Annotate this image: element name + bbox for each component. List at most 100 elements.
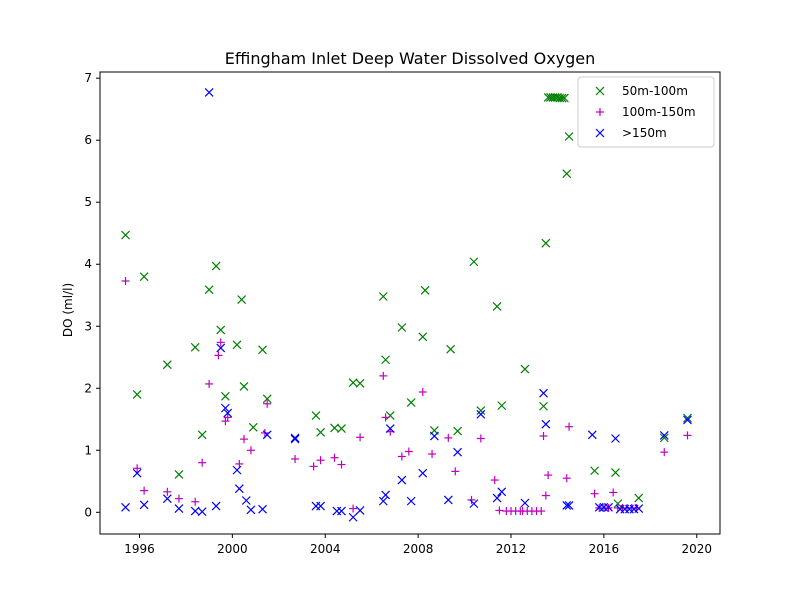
data-point [241, 496, 251, 505]
data-point [330, 423, 339, 433]
data-point [562, 169, 572, 179]
data-point [497, 487, 507, 497]
data-point [174, 494, 183, 503]
data-point [418, 332, 428, 342]
data-point [349, 504, 358, 513]
data-point [378, 292, 388, 301]
data-point [205, 379, 214, 388]
series-2 [121, 88, 692, 522]
data-point [191, 497, 200, 506]
data-point [214, 351, 223, 360]
data-point [234, 484, 244, 494]
data-point [428, 450, 437, 459]
data-point [132, 468, 142, 478]
y-axis-label: DO (ml/l) [61, 283, 75, 337]
y-tick-label: 7 [84, 71, 92, 85]
data-point [469, 499, 479, 509]
y-tick-label: 4 [84, 257, 92, 271]
data-point [443, 495, 453, 505]
data-point [190, 506, 200, 516]
data-point [246, 446, 255, 455]
data-point [337, 460, 346, 469]
data-point [634, 504, 644, 513]
data-point [237, 295, 247, 305]
x-tick-label: 2020 [682, 542, 713, 556]
data-point [420, 285, 430, 295]
x-axis: 1996 2000 2004 2008 2012 2016 2020 [124, 534, 712, 556]
x-tick-label: 2000 [217, 542, 248, 556]
data-point [683, 413, 692, 423]
data-point [539, 401, 548, 411]
data-point [239, 435, 248, 444]
data-point [429, 431, 439, 441]
data-point [223, 408, 233, 418]
y-tick-label: 0 [84, 505, 92, 519]
data-point [476, 409, 486, 419]
data-point [309, 462, 318, 471]
legend-entry: >150m [595, 126, 667, 140]
data-point [469, 257, 479, 267]
legend-entry: 50m-100m [595, 84, 688, 98]
data-point [587, 430, 597, 440]
x-tick-label: 2008 [403, 542, 434, 556]
legend-entry: 100m-150m [596, 105, 696, 119]
series-1 [121, 276, 692, 516]
data-point [520, 498, 530, 508]
data-point [162, 360, 172, 370]
data-point [541, 419, 551, 429]
legend: 50m-100m 100m-150m >150m [577, 76, 715, 148]
data-point [311, 501, 321, 511]
data-point [659, 430, 669, 440]
data-point [262, 430, 272, 440]
data-point [397, 323, 407, 332]
data-point [520, 364, 530, 374]
data-point [290, 433, 300, 443]
data-point [246, 505, 256, 515]
legend-marker [595, 128, 605, 138]
x-tick-label: 2004 [310, 542, 341, 556]
data-point [311, 411, 321, 420]
data-point [198, 458, 207, 467]
data-point [381, 355, 391, 365]
data-point [404, 447, 413, 456]
data-point [559, 93, 569, 103]
data-point [316, 456, 325, 465]
data-point [397, 475, 407, 485]
data-point [683, 415, 692, 425]
data-point [291, 454, 300, 463]
data-point [348, 512, 358, 522]
data-point [133, 464, 142, 473]
y-axis: 0 1 2 3 4 5 6 7 [84, 71, 100, 519]
data-point [163, 487, 172, 496]
data-point [139, 272, 149, 282]
data-point [537, 507, 546, 516]
data-point [385, 411, 395, 420]
data-point [381, 413, 390, 422]
data-point [541, 238, 551, 248]
data-point [611, 434, 620, 443]
data-point [495, 506, 504, 515]
data-point [162, 494, 172, 504]
data-point [660, 448, 669, 457]
data-point [406, 398, 416, 407]
data-point [378, 496, 388, 506]
data-point [348, 378, 358, 388]
data-point [476, 406, 486, 416]
y-tick-label: 3 [84, 319, 92, 333]
data-point [330, 453, 339, 462]
data-point [316, 427, 326, 437]
data-point [355, 506, 365, 515]
chart-title: Effingham Inlet Deep Water Dissolved Oxy… [225, 49, 596, 68]
data-point [232, 340, 242, 350]
data-point [492, 301, 502, 311]
data-point [497, 401, 507, 411]
data-point [223, 413, 232, 422]
data-point [544, 471, 553, 480]
data-point [476, 434, 485, 443]
data-point [590, 466, 600, 476]
legend-marker [595, 86, 605, 96]
data-point [406, 496, 416, 506]
data-point [332, 506, 342, 516]
data-point [379, 371, 388, 380]
